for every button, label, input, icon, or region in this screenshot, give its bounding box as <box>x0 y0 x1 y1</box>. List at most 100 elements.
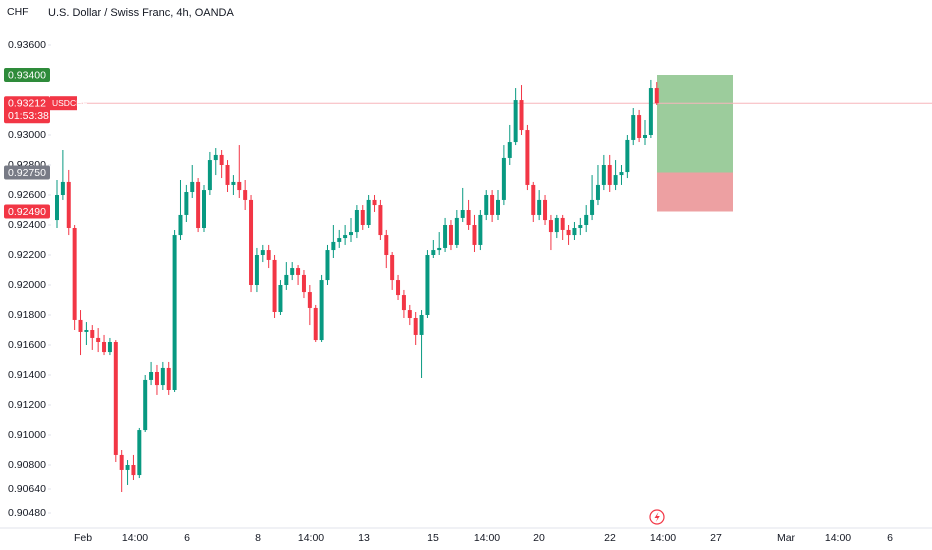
candle-body <box>307 292 312 308</box>
candle-body <box>90 330 95 338</box>
x-tick-label: 14:00 <box>298 532 324 544</box>
candle-body <box>272 259 277 312</box>
candle-body <box>648 88 653 135</box>
x-tick-label: 14:00 <box>474 532 500 544</box>
candle-body <box>595 184 600 200</box>
candle-body <box>625 139 630 173</box>
entry-label: 0.92750 <box>8 167 46 179</box>
x-tick-label: 8 <box>255 532 261 544</box>
candle-body <box>331 241 336 251</box>
y-tick-label: 0.91600 <box>8 339 46 351</box>
y-tick-label: 0.92400 <box>8 219 46 231</box>
candle-body <box>278 285 283 312</box>
candle-body <box>219 154 224 165</box>
candle-body <box>448 225 453 245</box>
candle-body <box>454 217 459 245</box>
candle-body <box>319 280 324 341</box>
candle-body <box>337 238 342 242</box>
candle-body <box>266 250 271 260</box>
candle-body <box>566 229 571 236</box>
target-box <box>4 68 50 82</box>
candle-body <box>66 181 71 228</box>
candle-body <box>360 210 365 225</box>
x-tick-label: Feb <box>74 532 92 544</box>
x-tick-label: 27 <box>710 532 722 544</box>
candle-body <box>578 225 583 228</box>
candle-body <box>290 268 295 275</box>
candle-body <box>202 190 206 228</box>
candle-body <box>296 268 301 275</box>
candle-body <box>431 250 436 255</box>
candle-body <box>607 165 612 185</box>
candle-body <box>325 250 330 281</box>
candle-body <box>425 255 430 315</box>
candle-body <box>166 367 171 390</box>
y-tick-label: 0.91800 <box>8 309 46 321</box>
y-tick-label: 0.92600 <box>8 189 46 201</box>
candle-body <box>107 342 112 353</box>
candle-body <box>196 181 201 228</box>
symbol-box <box>50 96 77 111</box>
x-tick-label: 14:00 <box>650 532 676 544</box>
candle-body <box>537 199 542 215</box>
candle-body <box>190 181 195 192</box>
candle-body <box>72 228 77 320</box>
candle-body <box>149 372 154 380</box>
candle-body <box>366 199 371 225</box>
y-tick-label: 0.91400 <box>8 369 46 381</box>
candle-body <box>543 199 548 221</box>
candle-body <box>84 330 89 332</box>
y-tick-label: 0.92200 <box>8 249 46 261</box>
y-tick-label: 0.92000 <box>8 279 46 291</box>
candle-body <box>60 181 65 195</box>
y-tick-label: 0.93000 <box>8 129 46 141</box>
x-tick-label: 22 <box>604 532 616 544</box>
candle-body <box>96 337 101 342</box>
candle-body <box>143 379 148 431</box>
x-tick-label: 14:00 <box>825 532 851 544</box>
candle-body <box>131 465 136 476</box>
y-tick-label: 0.90640 <box>8 483 46 495</box>
candle-body <box>313 307 318 341</box>
candle-body <box>260 250 265 255</box>
candle-body <box>443 225 448 248</box>
candle-body <box>172 235 177 390</box>
y-tick-label: 0.91200 <box>8 399 46 411</box>
candle-body <box>119 454 124 470</box>
y-tick-label: 0.90800 <box>8 459 46 471</box>
candle-body <box>643 135 647 138</box>
candle-body <box>413 318 418 335</box>
candle-body <box>184 192 189 215</box>
candle-body <box>613 175 618 185</box>
candle-body <box>125 465 130 470</box>
candle-body <box>654 88 659 104</box>
candle-body <box>601 165 606 185</box>
candle-body <box>501 157 506 200</box>
target-label: 0.93400 <box>8 69 46 81</box>
candle-body <box>548 220 553 233</box>
candle-body <box>102 342 107 353</box>
candle-body <box>343 235 348 239</box>
candle-body <box>584 214 589 225</box>
candle-body <box>554 217 559 233</box>
alert-icon[interactable] <box>649 509 665 525</box>
candle-body <box>525 130 530 185</box>
candle-body <box>631 115 636 140</box>
candle-body <box>507 142 512 158</box>
x-tick-label: 6 <box>184 532 190 544</box>
entry-box <box>4 165 50 180</box>
candle-body <box>137 430 142 476</box>
candle-body <box>378 205 383 236</box>
candle-body <box>160 367 165 386</box>
currency: CHF <box>7 6 29 18</box>
candle-body <box>590 199 595 215</box>
candle-body <box>572 228 577 236</box>
candle-body <box>154 372 159 386</box>
candle-body <box>478 214 483 245</box>
x-tick-label: 6 <box>887 532 893 544</box>
chart-title: U.S. Dollar / Swiss Franc, 4h, OANDA <box>48 7 234 19</box>
candle-body <box>207 160 212 191</box>
candle-body <box>78 319 83 332</box>
candle-body <box>513 100 518 143</box>
candle-body <box>243 190 248 200</box>
